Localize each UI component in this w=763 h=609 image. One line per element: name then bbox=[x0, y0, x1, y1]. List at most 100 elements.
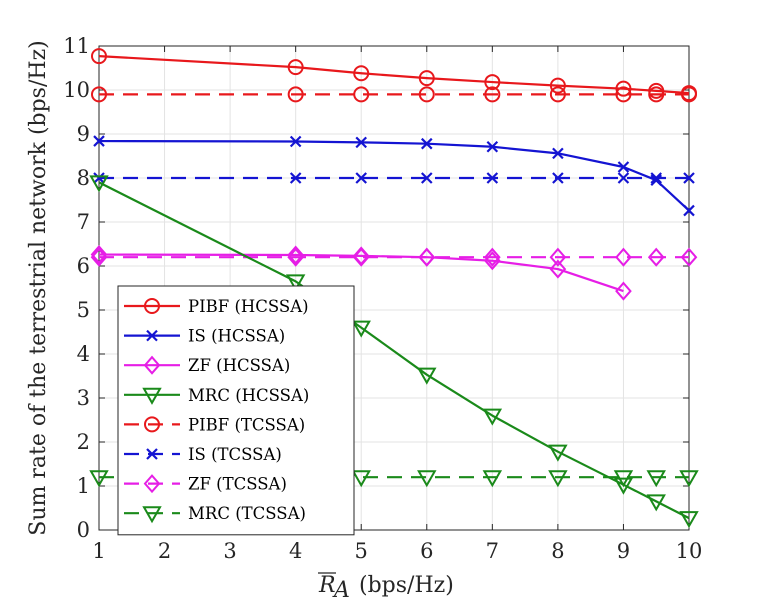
y-tick-label: 7 bbox=[77, 210, 90, 234]
legend-marker bbox=[144, 416, 160, 433]
legend-label: MRC (HCSSA) bbox=[188, 386, 309, 405]
x-axis-label-unit: (bps/Hz) bbox=[359, 573, 454, 598]
data-point bbox=[418, 86, 435, 103]
legend-entry-zf-tcssa: ZF (TCSSA) bbox=[124, 474, 287, 494]
y-tick-label: 0 bbox=[77, 518, 90, 542]
legend-marker bbox=[142, 387, 162, 405]
data-point bbox=[353, 65, 370, 82]
data-point bbox=[549, 77, 566, 94]
data-point bbox=[355, 172, 367, 184]
data-point bbox=[617, 161, 630, 173]
series-pibf-hcssa bbox=[91, 48, 697, 102]
data-point bbox=[650, 172, 662, 184]
data-point bbox=[646, 494, 666, 512]
y-tick-label: 4 bbox=[77, 342, 90, 366]
series-zf-hcssa bbox=[90, 245, 632, 301]
data-point bbox=[89, 470, 109, 488]
data-point bbox=[647, 247, 665, 267]
x-tick-label: 10 bbox=[676, 539, 703, 563]
data-point bbox=[89, 175, 109, 193]
data-point bbox=[615, 80, 632, 97]
legend-label: IS (HCSSA) bbox=[188, 327, 285, 346]
y-tick-label: 1 bbox=[77, 474, 90, 498]
data-point bbox=[352, 246, 370, 266]
legend: PIBF (HCSSA) IS (HCSSA) ZF (HCSSA) MRC (HCS… bbox=[117, 285, 355, 536]
data-point bbox=[615, 281, 632, 301]
x-tick-label: 4 bbox=[289, 539, 302, 563]
data-point bbox=[613, 477, 634, 495]
data-point bbox=[287, 245, 304, 265]
data-point bbox=[650, 174, 662, 186]
data-point bbox=[648, 82, 665, 99]
data-point bbox=[289, 172, 302, 184]
y-tick-label: 2 bbox=[77, 430, 90, 454]
legend-marker bbox=[143, 474, 161, 494]
x-tick-label: 7 bbox=[486, 539, 499, 563]
legend-marker bbox=[146, 329, 158, 342]
x-tick-label: 2 bbox=[158, 539, 171, 563]
legend-label: MRC (TCSSA) bbox=[188, 504, 306, 523]
data-point bbox=[552, 172, 564, 184]
x-axis-label-subscript: A bbox=[332, 578, 350, 603]
data-point bbox=[548, 470, 568, 488]
data-point bbox=[93, 135, 105, 147]
data-point bbox=[548, 444, 568, 462]
legend-label: PIBF (TCSSA) bbox=[188, 415, 305, 434]
data-point bbox=[552, 147, 564, 160]
data-point bbox=[486, 172, 499, 184]
legend-entry-zf-hcssa: ZF (HCSSA) bbox=[124, 355, 290, 375]
x-tick-label: 9 bbox=[617, 539, 630, 563]
data-point bbox=[421, 137, 433, 150]
data-point bbox=[417, 367, 437, 385]
data-point bbox=[91, 86, 107, 103]
data-point bbox=[351, 470, 371, 488]
y-tick-label: 5 bbox=[77, 298, 90, 322]
data-point bbox=[681, 85, 697, 102]
y-tick-label: 6 bbox=[77, 254, 90, 278]
y-tick-label: 3 bbox=[77, 386, 90, 410]
data-point bbox=[482, 470, 503, 488]
axes-frame bbox=[98, 45, 690, 531]
data-point bbox=[289, 135, 302, 148]
series-line bbox=[98, 253, 624, 293]
y-tick-label: 8 bbox=[77, 166, 90, 190]
legend-entry-is-hcssa: IS (HCSSA) bbox=[124, 327, 285, 346]
data-point bbox=[484, 74, 501, 91]
data-point bbox=[484, 247, 501, 267]
data-point bbox=[615, 247, 632, 267]
data-point bbox=[615, 86, 632, 103]
data-point bbox=[355, 136, 367, 149]
data-point bbox=[353, 86, 370, 103]
x-tick-label: 6 bbox=[420, 539, 433, 563]
data-point bbox=[93, 172, 105, 184]
data-point bbox=[679, 470, 699, 488]
legend-entry-mrc-hcssa: MRC (HCSSA) bbox=[124, 386, 309, 405]
data-point bbox=[351, 320, 371, 338]
x-tick-label: 3 bbox=[223, 539, 236, 563]
y-tick-label: 10 bbox=[63, 78, 90, 102]
data-point bbox=[421, 172, 433, 184]
y-tick-label: 9 bbox=[77, 122, 90, 146]
x-tick-label: 8 bbox=[551, 539, 564, 563]
legend-entry-pibf-tcssa: PIBF (TCSSA) bbox=[124, 415, 305, 434]
legend-entry-is-tcssa: IS (TCSSA) bbox=[124, 445, 282, 464]
legend-label: ZF (HCSSA) bbox=[188, 356, 290, 375]
data-point bbox=[683, 204, 695, 217]
legend-label: IS (TCSSA) bbox=[188, 445, 282, 464]
legend-box bbox=[117, 285, 355, 536]
legend-marker bbox=[144, 298, 160, 314]
data-point bbox=[91, 48, 107, 65]
legend-entry-pibf-hcssa: PIBF (HCSSA) bbox=[124, 297, 309, 316]
data-point bbox=[549, 247, 567, 267]
data-point bbox=[617, 172, 630, 184]
series-is-hcssa bbox=[93, 135, 695, 217]
legend-marker bbox=[142, 506, 162, 524]
x-axis-label-symbol: R bbox=[318, 573, 336, 598]
y-axis-label: Sum rate of the terrestrial network (bps… bbox=[26, 40, 51, 535]
data-point bbox=[418, 247, 436, 267]
data-point bbox=[549, 86, 566, 103]
data-point bbox=[679, 511, 699, 529]
data-point bbox=[549, 259, 567, 279]
